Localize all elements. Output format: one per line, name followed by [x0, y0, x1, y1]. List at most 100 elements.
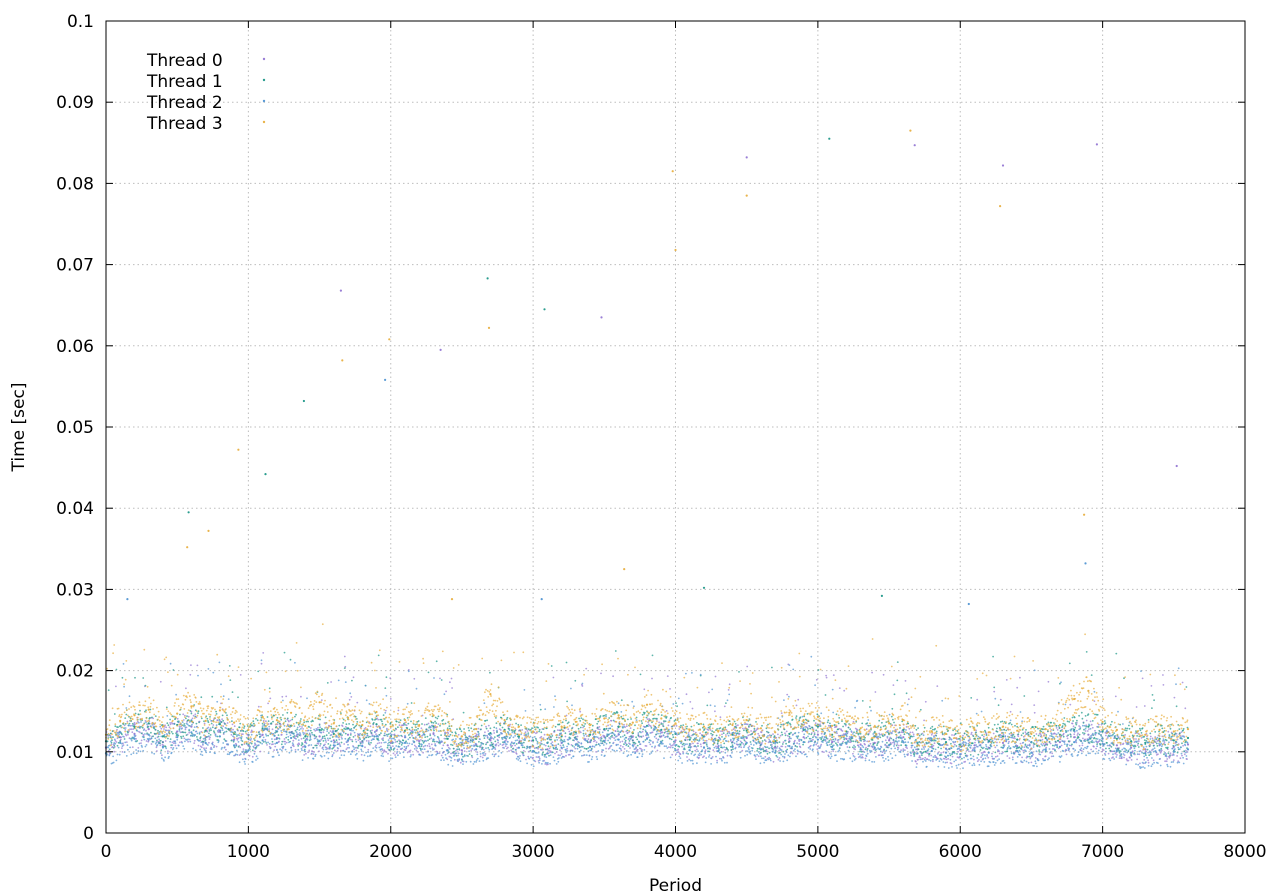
data-point — [467, 737, 470, 740]
data-point — [1033, 743, 1036, 745]
data-point — [215, 735, 218, 738]
data-point — [428, 738, 431, 740]
data-point — [1055, 724, 1058, 727]
data-point — [223, 723, 226, 725]
data-point — [957, 750, 959, 753]
data-point — [424, 744, 427, 747]
data-point — [200, 750, 203, 753]
data-point — [366, 732, 369, 735]
data-point — [177, 744, 180, 747]
data-point — [895, 736, 898, 739]
data-point — [585, 748, 588, 750]
data-point — [514, 735, 516, 737]
data-point — [424, 736, 427, 738]
data-point — [929, 746, 931, 748]
data-point — [312, 757, 315, 760]
data-point — [571, 750, 574, 752]
data-point — [761, 724, 763, 727]
data-point — [651, 731, 654, 734]
data-point — [475, 761, 478, 763]
data-point — [325, 751, 328, 754]
data-point — [1090, 674, 1093, 676]
data-point — [603, 728, 606, 731]
data-point — [1050, 721, 1053, 724]
data-point — [719, 716, 722, 719]
data-point — [706, 704, 709, 707]
data-point — [292, 743, 295, 746]
data-point — [711, 730, 714, 732]
data-point — [692, 742, 694, 745]
data-point — [571, 704, 573, 707]
data-point — [883, 733, 886, 736]
data-point — [292, 739, 295, 742]
data-point — [953, 743, 956, 746]
data-point — [550, 742, 553, 745]
data-point — [1035, 739, 1038, 741]
data-point — [906, 732, 908, 734]
outlier-point — [339, 289, 342, 292]
data-point — [110, 740, 112, 743]
data-point — [1025, 729, 1027, 731]
data-point — [416, 734, 419, 736]
data-point — [869, 706, 871, 708]
data-point — [1139, 729, 1142, 732]
data-point — [262, 652, 265, 654]
data-point — [199, 748, 202, 751]
data-point — [837, 728, 839, 731]
data-point — [1181, 742, 1183, 745]
data-point — [298, 743, 301, 746]
data-point — [994, 746, 997, 749]
data-point — [799, 716, 802, 719]
data-point — [474, 742, 477, 745]
data-point — [238, 734, 241, 737]
data-point — [943, 738, 946, 741]
data-point — [337, 679, 340, 682]
data-point — [311, 752, 313, 755]
data-point — [498, 733, 501, 736]
data-point — [302, 737, 305, 740]
data-point — [123, 751, 126, 754]
data-point — [1075, 723, 1078, 726]
data-point — [142, 677, 145, 679]
data-point — [370, 741, 372, 744]
data-point — [732, 748, 734, 750]
data-point — [346, 728, 348, 731]
data-point — [538, 730, 540, 733]
data-point — [209, 734, 212, 736]
data-point — [125, 741, 128, 743]
data-point — [121, 676, 124, 679]
data-point — [874, 691, 877, 693]
data-point — [767, 731, 770, 734]
data-point — [197, 710, 200, 713]
data-point — [209, 716, 211, 718]
data-point — [366, 734, 369, 737]
data-point — [567, 743, 570, 746]
data-point — [473, 760, 476, 763]
data-point — [915, 728, 918, 731]
data-point — [176, 730, 179, 733]
data-point — [1152, 759, 1155, 762]
data-point — [940, 752, 942, 754]
data-point — [617, 730, 619, 733]
data-point — [230, 733, 233, 736]
data-point — [485, 747, 487, 750]
data-point — [310, 744, 313, 746]
data-point — [316, 738, 319, 741]
data-point — [1120, 734, 1123, 737]
data-point — [877, 741, 880, 743]
data-point — [263, 722, 266, 725]
data-point — [904, 680, 907, 682]
data-point — [278, 754, 280, 757]
data-point — [969, 754, 972, 756]
data-point — [924, 756, 927, 759]
data-point — [871, 671, 873, 674]
data-point — [169, 718, 172, 721]
data-point — [321, 728, 324, 731]
data-point — [893, 693, 896, 696]
data-point — [1060, 744, 1063, 747]
data-point — [1091, 741, 1094, 744]
data-point — [1085, 724, 1088, 727]
data-point — [973, 744, 976, 747]
data-point — [631, 739, 634, 742]
data-point — [1134, 745, 1137, 748]
